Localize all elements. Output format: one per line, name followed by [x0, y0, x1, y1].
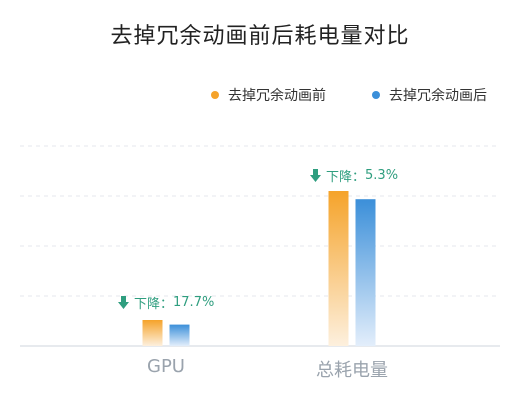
annotation-gpu-label: 下降： [134, 297, 174, 312]
legend-item-after[interactable]: 去掉冗余动画后 [372, 85, 487, 105]
bar-after-total[interactable] [355, 199, 376, 346]
annotation-gpu: 下降： 17.7% [118, 293, 214, 312]
down-arrow-icon [310, 169, 321, 182]
x-tick-gpu: GPU [147, 356, 185, 377]
annotation-total-value: 5.3% [365, 168, 399, 183]
legend-label-after: 去掉冗余动画后 [389, 88, 487, 104]
legend-dot-before [211, 91, 219, 99]
annotation-total: 下降： 5.3% [310, 166, 398, 185]
bar-before-gpu[interactable] [142, 320, 163, 346]
legend-item-before[interactable]: 去掉冗余动画前 [211, 85, 326, 105]
bar-after-gpu[interactable] [169, 324, 190, 346]
grid-lines [20, 145, 500, 347]
x-tick-total: 总耗电量 [316, 360, 388, 381]
down-arrow-icon [118, 296, 129, 309]
bars [142, 191, 376, 346]
bar-before-total[interactable] [328, 191, 349, 346]
annotation-gpu-value: 17.7% [173, 295, 215, 310]
chart-title: 去掉冗余动画前后耗电量对比 [110, 24, 410, 49]
legend-label-before: 去掉冗余动画前 [228, 88, 326, 104]
legend-dot-after [372, 91, 380, 99]
annotation-total-label: 下降： [326, 170, 366, 185]
